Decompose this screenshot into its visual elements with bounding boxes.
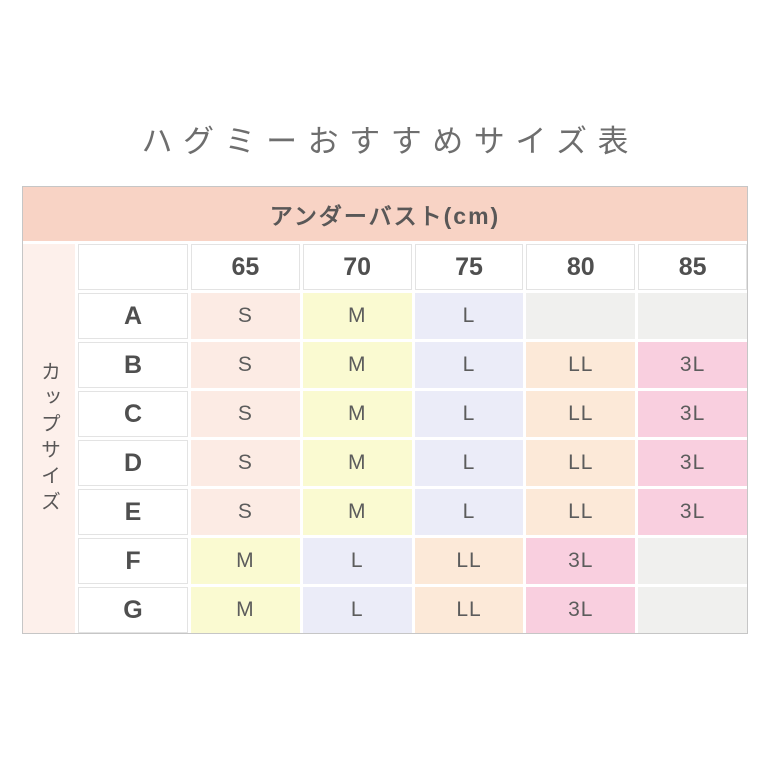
- row-label: D: [78, 440, 188, 487]
- size-cell: M: [302, 440, 412, 487]
- size-cell: L: [414, 489, 524, 536]
- size-cell: 3L: [638, 391, 747, 438]
- size-cell: L: [414, 342, 524, 389]
- row-label: A: [78, 293, 188, 340]
- size-cell: 3L: [638, 489, 747, 536]
- table-header-underbust: アンダーバスト(cm): [23, 187, 747, 242]
- page-title: ハグミーおすすめサイズ表: [141, 124, 640, 159]
- size-cell: S: [191, 342, 300, 389]
- size-cell: LL: [414, 587, 524, 634]
- size-cell: L: [414, 293, 524, 340]
- size-table: アンダーバスト(cm) カップサイズ 65 70 75 80 85 A S M L B S M L LL 3…: [22, 186, 748, 635]
- size-cell: L: [414, 440, 524, 487]
- size-cell: L: [414, 391, 524, 438]
- size-cell: LL: [526, 391, 636, 438]
- size-cell: L: [302, 538, 412, 585]
- size-cell: [638, 538, 747, 585]
- column-header: 85: [638, 244, 747, 291]
- column-header: 70: [302, 244, 412, 291]
- size-cell: [526, 293, 636, 340]
- size-cell: M: [302, 391, 412, 438]
- size-cell: L: [302, 587, 412, 634]
- row-label: F: [78, 538, 188, 585]
- row-label: B: [78, 342, 188, 389]
- size-cell: M: [191, 587, 300, 634]
- row-label: G: [78, 587, 188, 634]
- column-header: 65: [191, 244, 300, 291]
- size-cell: [638, 293, 747, 340]
- size-cell: S: [191, 440, 300, 487]
- column-header: 80: [526, 244, 636, 291]
- size-cell: S: [191, 391, 300, 438]
- row-label: C: [78, 391, 188, 438]
- corner-cell: [78, 244, 188, 291]
- size-cell: [638, 587, 747, 634]
- row-axis-label-cup-size: カップサイズ: [23, 244, 75, 634]
- size-cell: 3L: [638, 342, 747, 389]
- size-cell: LL: [526, 440, 636, 487]
- row-label: E: [78, 489, 188, 536]
- size-cell: M: [302, 293, 412, 340]
- size-cell: LL: [414, 538, 524, 585]
- size-cell: S: [191, 489, 300, 536]
- size-cell: S: [191, 293, 300, 340]
- size-cell: M: [302, 342, 412, 389]
- size-cell: 3L: [526, 538, 636, 585]
- size-cell: 3L: [638, 440, 747, 487]
- size-cell: M: [302, 489, 412, 536]
- size-cell: LL: [526, 342, 636, 389]
- size-cell: 3L: [526, 587, 636, 634]
- size-cell: LL: [526, 489, 636, 536]
- column-header: 75: [414, 244, 524, 291]
- size-cell: M: [191, 538, 300, 585]
